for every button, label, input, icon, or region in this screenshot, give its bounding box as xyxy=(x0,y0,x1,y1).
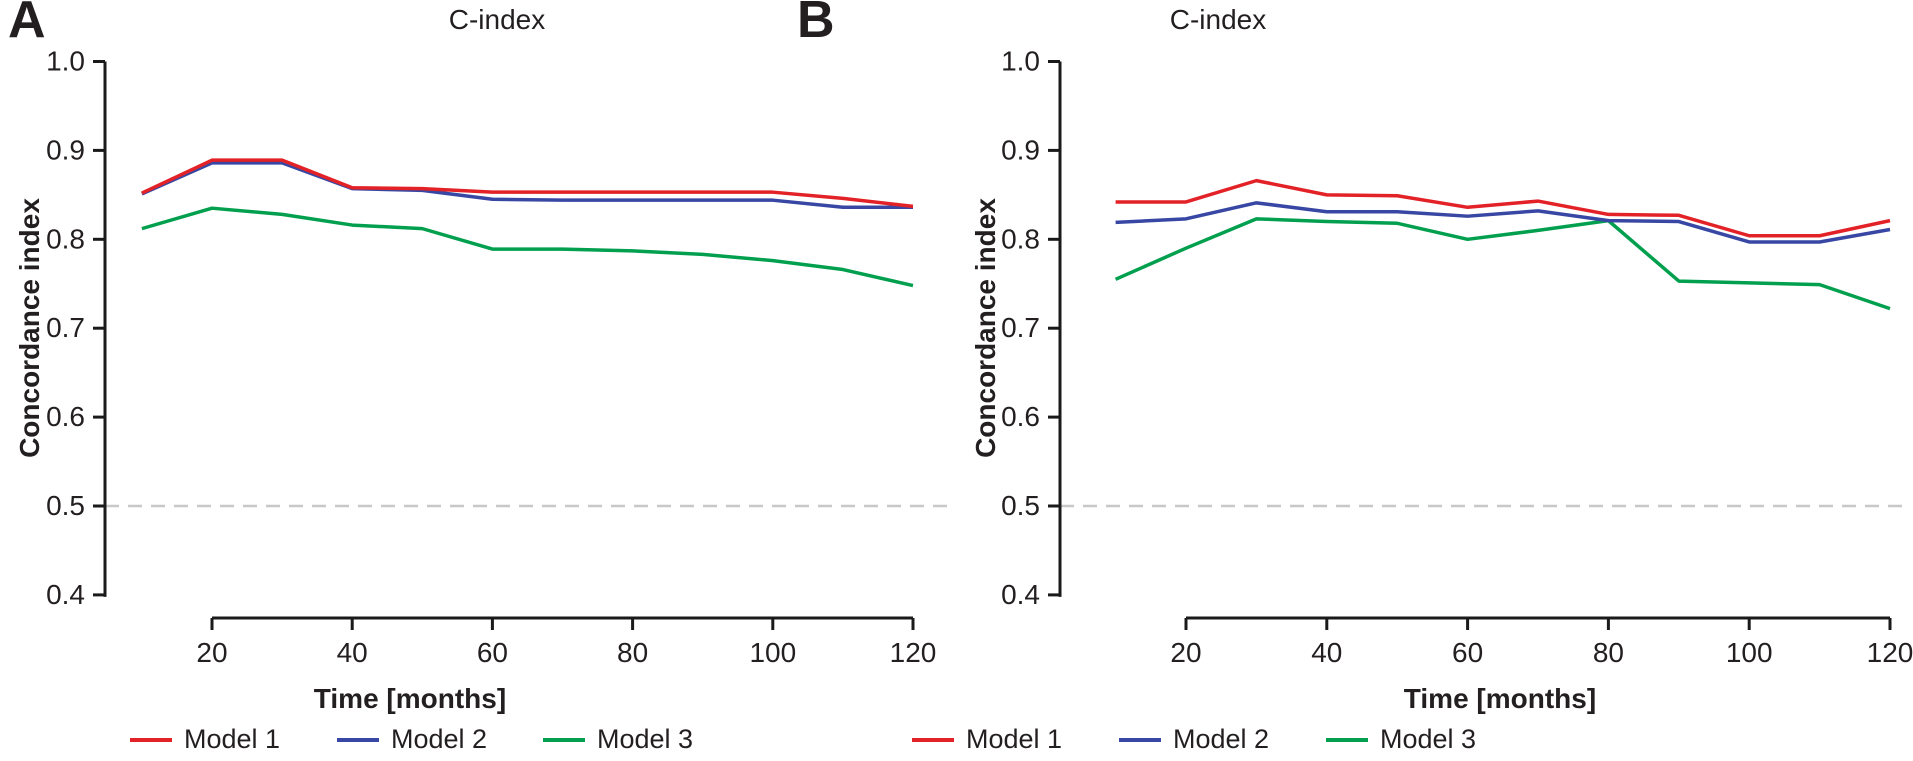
panel-b-x-tick-label: 100 xyxy=(1726,637,1773,668)
legend-label-model-2: Model 2 xyxy=(1173,724,1270,754)
panel-b-line-model-1 xyxy=(1115,178,1891,238)
legend-label-model-1: Model 1 xyxy=(184,724,281,754)
panel-b-title: C-index xyxy=(1169,4,1267,35)
legend-label-model-2: Model 2 xyxy=(391,724,488,754)
panel-a-y-tick-label: 0.4 xyxy=(46,579,85,610)
panel-a-x-tick-label: 60 xyxy=(477,637,508,668)
model-3-line-swatch xyxy=(543,737,585,742)
panel-a-x-tick-label: 40 xyxy=(337,637,368,668)
panel-a-line-model-1 xyxy=(141,158,914,209)
panel-b-y-tick-label: 0.5 xyxy=(1001,490,1040,521)
panel-a-y-tick-label: 0.7 xyxy=(46,312,85,343)
panel-a-line-model-3 xyxy=(141,206,914,288)
panel-b-y-tick-label: 1.0 xyxy=(1001,46,1040,77)
panel-b-y-tick-label: 0.7 xyxy=(1001,312,1040,343)
panel-a-y-axis-title: Concordance index xyxy=(14,198,45,458)
panel-b-x-tick-label: 40 xyxy=(1311,637,1342,668)
panel-a-y-tick-label: 0.8 xyxy=(46,223,85,254)
panel-a-x-tick-label: 120 xyxy=(890,637,937,668)
legend-item-model-2: Model 2 xyxy=(1119,726,1269,753)
panel-a-y-tick-label: 0.6 xyxy=(46,401,85,432)
panel-a-x-tick-label: 80 xyxy=(617,637,648,668)
model-1-line-swatch xyxy=(130,737,172,742)
legend-label-model-1: Model 1 xyxy=(966,724,1063,754)
model-2-line-swatch xyxy=(337,737,379,742)
panel-a-y-tick-label: 0.5 xyxy=(46,490,85,521)
panel-b-x-tick-label: 120 xyxy=(1867,637,1913,668)
panel-a-x-tick-label: 100 xyxy=(749,637,796,668)
legend-label-model-3: Model 3 xyxy=(597,724,694,754)
model-1-line-swatch xyxy=(912,737,954,742)
legend-label-model-3: Model 3 xyxy=(1380,724,1477,754)
panel-b-letter: B xyxy=(797,0,835,49)
panel-b-y-tick-label: 0.9 xyxy=(1001,134,1040,165)
panel-b-y-axis-title: Concordance index xyxy=(970,198,1001,458)
panel-b-x-axis-title: Time [months] xyxy=(1403,683,1597,714)
panel-a-line-model-2 xyxy=(141,161,913,210)
legend-item-model-3: Model 3 xyxy=(1326,726,1476,753)
panel-b-x-tick-label: 20 xyxy=(1170,637,1201,668)
legend-item-model-1: Model 1 xyxy=(130,726,280,753)
panel-b-x-tick-label: 80 xyxy=(1593,637,1624,668)
panel-b-y-tick-label: 0.8 xyxy=(1001,223,1040,254)
legend-item-model-1: Model 1 xyxy=(912,726,1062,753)
panel-a-y-tick-label: 1.0 xyxy=(46,46,85,77)
panel-b-y-tick-label: 0.6 xyxy=(1001,401,1040,432)
panel-b-y-tick-label: 0.4 xyxy=(1001,579,1040,610)
panel-a-letter: A xyxy=(8,0,46,49)
panel-a-y-tick-label: 0.9 xyxy=(46,134,85,165)
model-3-line-swatch xyxy=(1326,737,1368,742)
legend-item-model-3: Model 3 xyxy=(543,726,693,753)
panel-b-line-model-3 xyxy=(1114,217,1891,311)
model-2-line-swatch xyxy=(1119,737,1161,742)
panel-a-x-tick-label: 20 xyxy=(196,637,227,668)
legend-item-model-2: Model 2 xyxy=(337,726,487,753)
panel-a-title: C-index xyxy=(448,4,546,35)
panel-b-line-model-2 xyxy=(1115,201,1891,244)
panel-a-x-axis-title: Time [months] xyxy=(313,683,507,714)
panel-b-x-tick-label: 60 xyxy=(1452,637,1483,668)
